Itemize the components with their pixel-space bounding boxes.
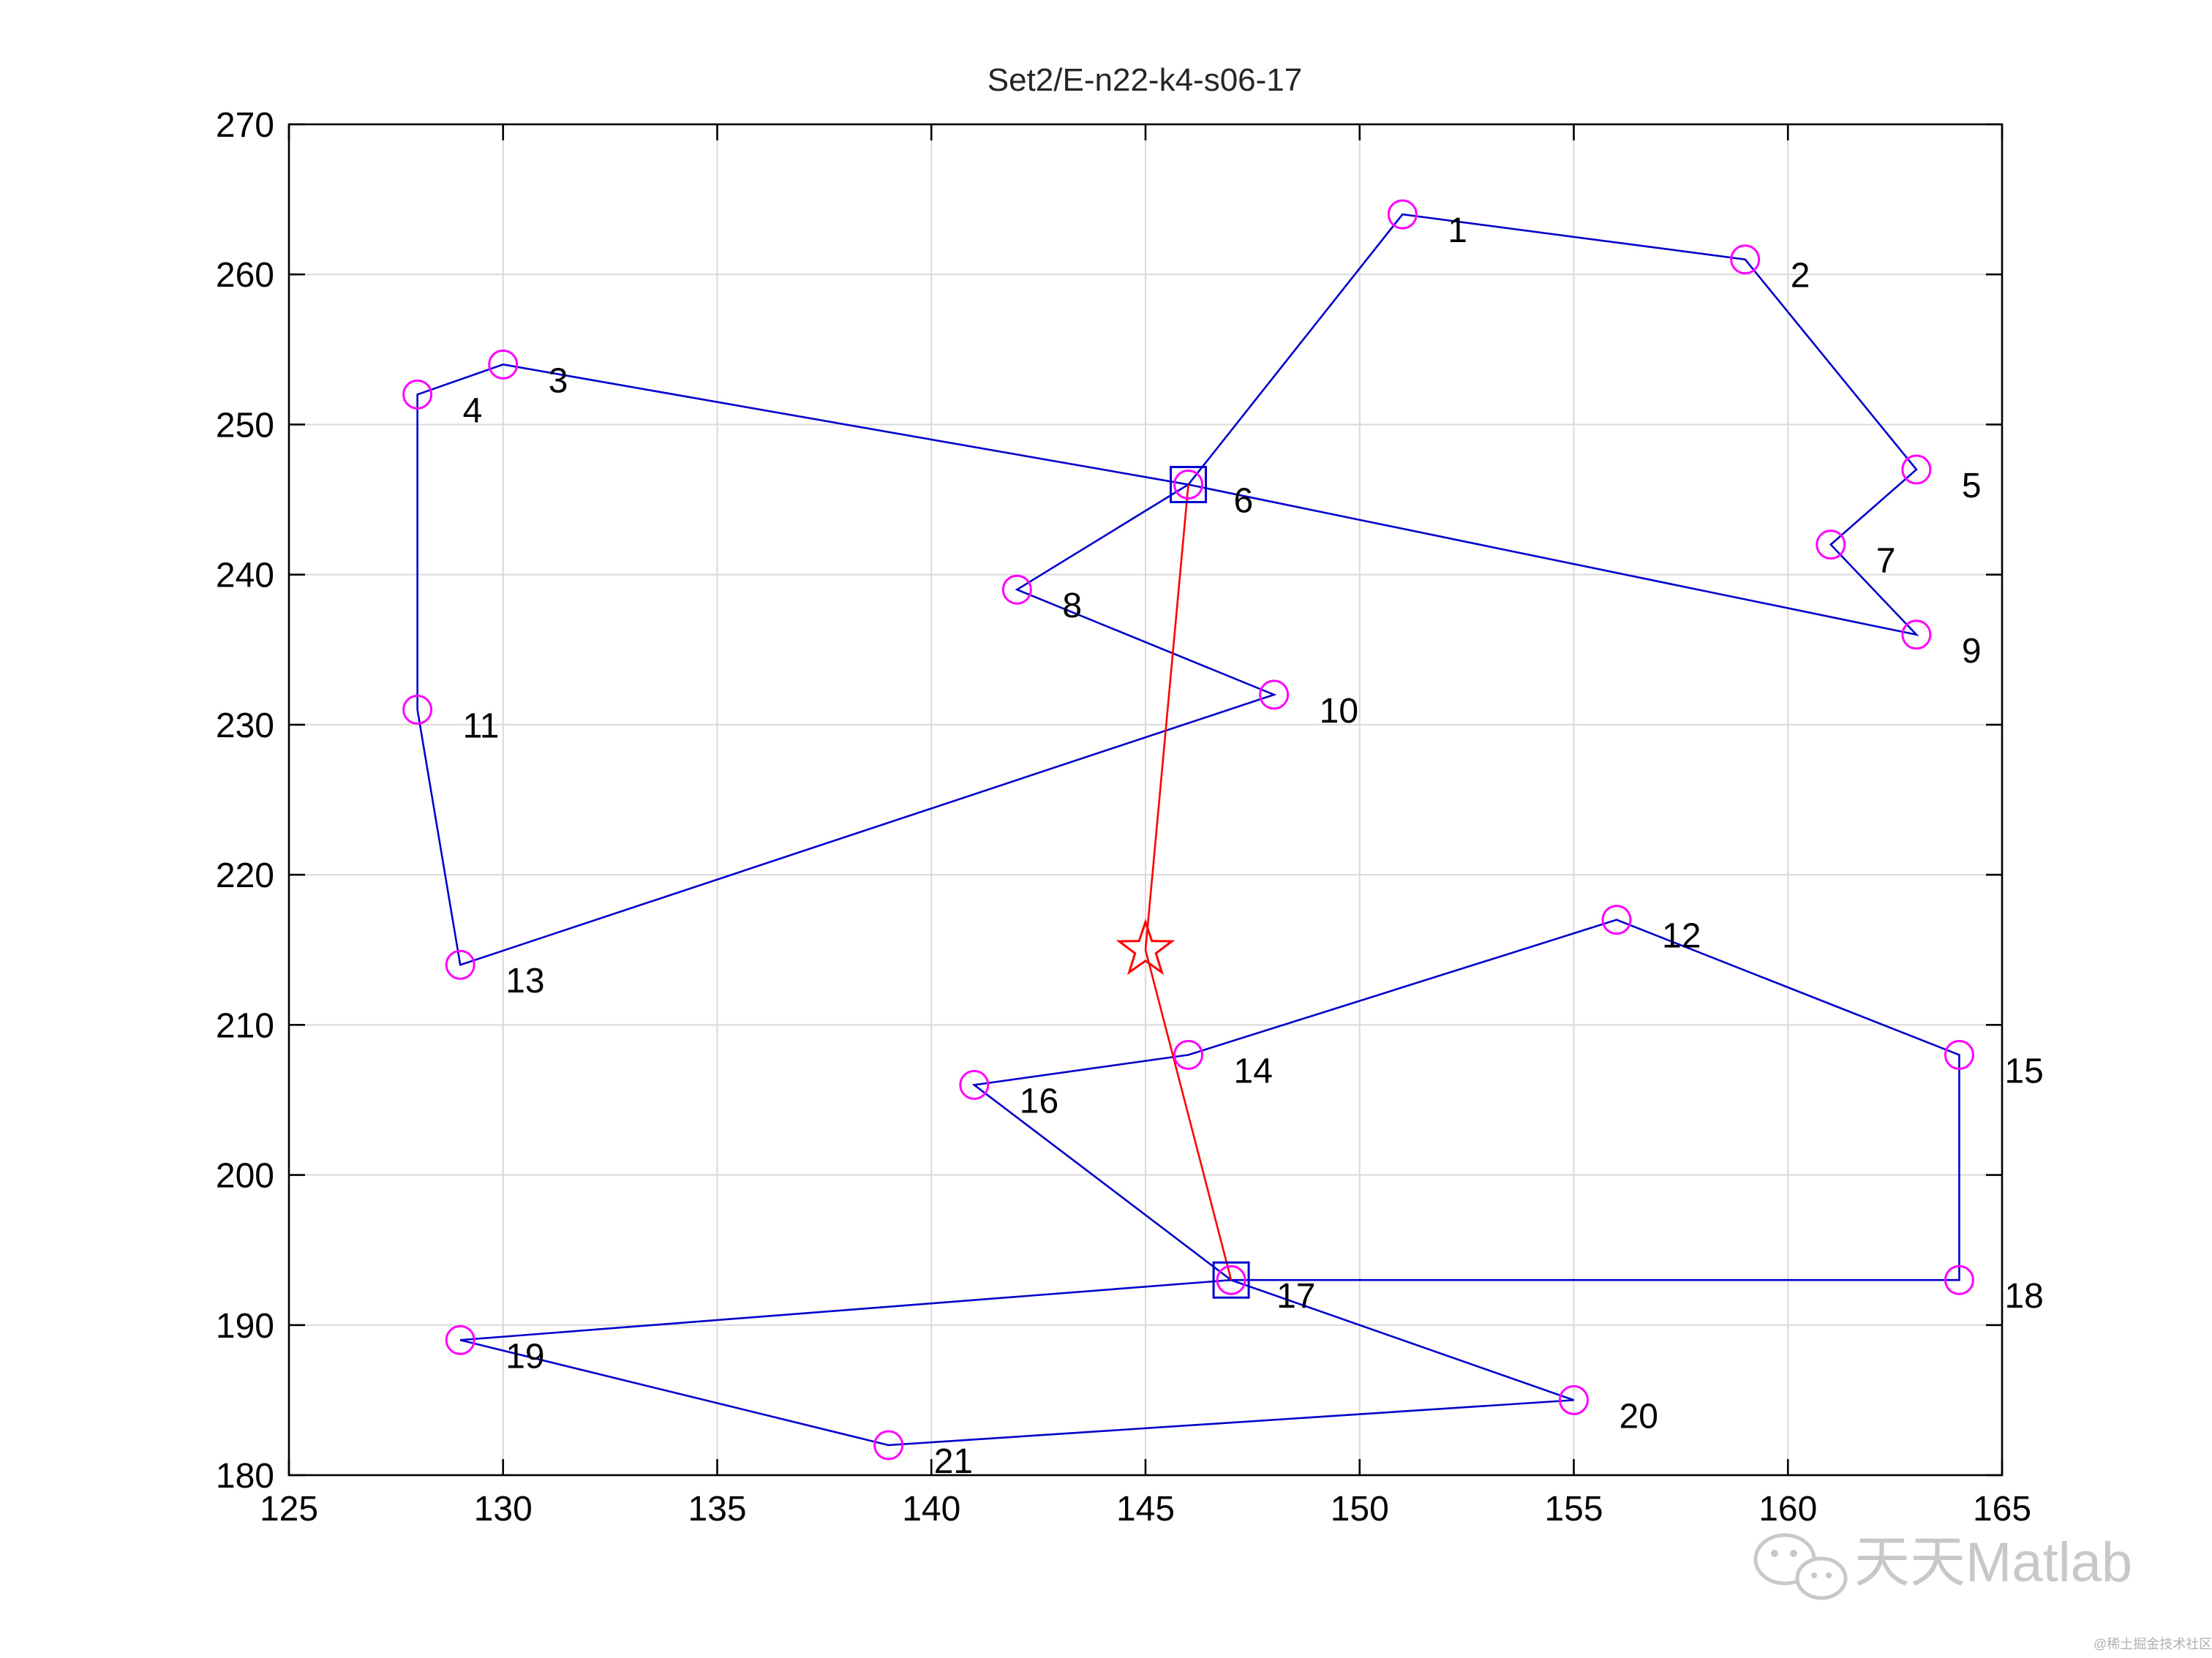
customer-marker <box>1259 679 1290 710</box>
y-tick-label: 210 <box>216 1006 274 1045</box>
customer-label: 9 <box>1962 632 1982 671</box>
x-tick-label: 145 <box>1116 1490 1175 1529</box>
chart-title: Set2/E-n22-k4-s06-17 <box>988 62 1302 98</box>
watermark: 天天Matlab @稀土掘金技术社区 <box>1753 1531 2212 1651</box>
customer-label: 2 <box>1791 257 1810 295</box>
customer-label: 4 <box>463 391 483 430</box>
second-echelon-route <box>459 1278 1574 1447</box>
customer-label: 20 <box>1620 1397 1658 1436</box>
y-tick-label: 230 <box>216 706 274 745</box>
customer-label: 13 <box>505 962 544 1001</box>
routes <box>416 213 1960 1447</box>
customer-label: 8 <box>1062 587 1082 625</box>
customer-marker <box>1944 1265 1974 1295</box>
customer-label: 3 <box>549 361 568 400</box>
depot-star-marker <box>1116 919 1175 976</box>
x-tick-label: 150 <box>1331 1490 1389 1529</box>
customer-marker <box>402 379 433 410</box>
first-echelon-route <box>1144 949 1233 1281</box>
customer-marker <box>1730 244 1761 275</box>
customer-marker <box>1559 1384 1589 1415</box>
customer-marker <box>445 949 475 980</box>
customer-marker <box>402 694 433 725</box>
customer-label: 11 <box>463 706 500 745</box>
customer-label: 10 <box>1320 692 1358 731</box>
y-tick-label: 200 <box>216 1157 274 1196</box>
first-echelon-route <box>1144 484 1189 950</box>
y-tick-label: 240 <box>216 557 274 595</box>
second-echelon-route <box>1187 213 1919 636</box>
y-tick-label: 260 <box>216 256 274 295</box>
second-echelon-route <box>971 919 1960 1281</box>
satellite-label: 6 <box>1234 482 1254 521</box>
satellite-square-marker <box>1170 466 1208 504</box>
customer-label: 5 <box>1962 467 1982 505</box>
x-tick-label: 135 <box>688 1490 746 1529</box>
x-tick-label: 165 <box>1973 1490 2031 1529</box>
grid <box>289 124 2002 1475</box>
customer-marker <box>1944 1039 1974 1070</box>
y-tick-label: 250 <box>216 406 274 445</box>
satellite-label: 17 <box>1276 1277 1315 1316</box>
satellite-circle-marker <box>1216 1265 1246 1295</box>
customer-label: 1 <box>1448 211 1467 250</box>
x-tick-label: 140 <box>902 1490 960 1529</box>
watermark-text: 天天Matlab <box>1854 1531 2132 1594</box>
axes: 125 130 135 140 145 150 155 160 1651801902002102… <box>216 106 2031 1529</box>
customer-label: 15 <box>2004 1052 2043 1090</box>
customer-label: 14 <box>1234 1052 1273 1090</box>
y-tick-label: 270 <box>216 106 274 145</box>
customer-marker <box>1601 905 1632 935</box>
customer-label: 7 <box>1876 542 1896 581</box>
customer-marker <box>1901 454 1932 485</box>
y-tick-label: 180 <box>216 1457 274 1496</box>
customer-label: 19 <box>505 1337 544 1376</box>
customer-marker <box>1816 530 1846 560</box>
customer-label: 16 <box>1020 1082 1058 1120</box>
wechat-icon <box>1753 1533 1848 1600</box>
second-echelon-route <box>416 363 1277 966</box>
x-tick-label: 125 <box>260 1490 318 1529</box>
customer-marker <box>1901 619 1932 650</box>
customer-marker <box>959 1069 990 1100</box>
customer-label: 12 <box>1662 917 1701 956</box>
x-tick-label: 130 <box>474 1490 533 1529</box>
customer-marker <box>1001 574 1032 605</box>
customer-marker <box>1387 199 1418 230</box>
y-tick-label: 190 <box>216 1307 274 1346</box>
satellite-circle-marker <box>1173 470 1204 500</box>
customer-marker <box>873 1430 904 1461</box>
y-tick-label: 220 <box>216 856 274 895</box>
customer-marker <box>445 1324 475 1355</box>
x-tick-label: 160 <box>1758 1490 1817 1529</box>
customer-marker <box>488 349 519 380</box>
customer-label: 18 <box>2004 1277 2043 1316</box>
x-tick-label: 155 <box>1544 1490 1603 1529</box>
watermark-small-text: @稀土掘金技术社区 <box>2094 1637 2212 1651</box>
customer-marker <box>1173 1039 1204 1070</box>
satellite-square-marker <box>1212 1261 1250 1299</box>
